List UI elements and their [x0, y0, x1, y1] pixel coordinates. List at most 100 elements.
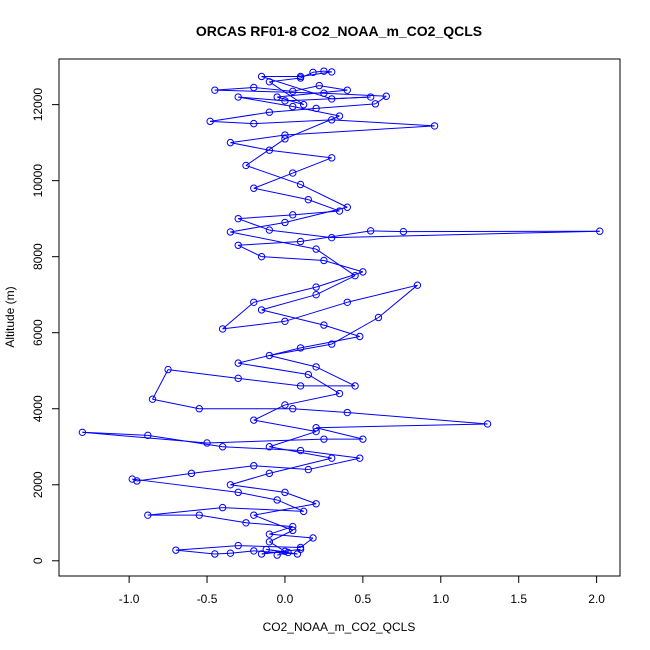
series-line-segment [347, 284, 418, 303]
y-tick-label: 8000 [31, 243, 45, 270]
data-point [234, 214, 242, 223]
series-line-segment [253, 172, 293, 189]
data-point [289, 211, 297, 219]
y-tick-label: 10000 [31, 164, 45, 198]
data-point [144, 511, 152, 519]
data-point [289, 526, 297, 535]
series-line-segment [152, 369, 169, 400]
series-line-segment [210, 120, 254, 125]
series-line-segment [253, 514, 293, 531]
series-line-segment [238, 347, 301, 364]
series-line-segment [315, 275, 356, 296]
x-tick-label: -0.5 [197, 592, 218, 606]
series-line-segment [222, 507, 304, 512]
series-line-segment [230, 484, 286, 493]
series-line-segment [238, 377, 301, 387]
data-point [265, 78, 274, 86]
series-line-segment [230, 221, 286, 233]
series-line-segment [300, 183, 348, 208]
data-point [172, 546, 180, 554]
series-line-segment [253, 419, 317, 433]
data-point [366, 93, 375, 101]
series-line-segment [261, 76, 332, 100]
series-line-segment [214, 89, 324, 94]
data-point [281, 135, 289, 143]
series-line-segment [253, 465, 309, 471]
data-point [250, 83, 258, 92]
series-line-segment [292, 85, 320, 92]
data-point [234, 241, 242, 249]
series-line-segment [375, 95, 387, 105]
series-line-segment [253, 286, 317, 303]
data-point [328, 95, 336, 103]
series-line-segment [175, 549, 215, 555]
y-axis-label: Altitude (m) [3, 286, 17, 347]
data-point [281, 131, 289, 139]
series-line-segment [370, 230, 404, 233]
series-line-segment [237, 244, 262, 258]
x-axis-label: CO2_NOAA_m_CO2_QCLS [263, 620, 416, 634]
data-point [218, 443, 227, 451]
data-point [312, 290, 320, 299]
series-line-segment [132, 478, 239, 493]
series-line-segment [331, 119, 435, 127]
data-point [289, 87, 297, 96]
data-point [234, 93, 242, 101]
data-point [250, 547, 258, 555]
data-point [226, 481, 235, 489]
data-point [203, 439, 211, 447]
series-line-segment [261, 309, 325, 326]
x-tick-label: 1.0 [432, 592, 449, 606]
data-point [273, 93, 281, 101]
data-point [281, 317, 289, 326]
series-line-segment [222, 320, 286, 330]
series-line-segment [253, 503, 317, 516]
data-point [265, 351, 274, 360]
data-point [296, 180, 305, 189]
series-line-segment [238, 96, 293, 108]
data-point [596, 227, 604, 235]
data-point [296, 545, 305, 554]
data-point [296, 237, 305, 246]
data-point [343, 86, 351, 94]
data-point [234, 488, 242, 497]
data-point [335, 207, 344, 215]
data-point [312, 427, 320, 436]
series-line-segment [230, 142, 270, 151]
data-point [413, 281, 422, 289]
data-point [309, 534, 317, 542]
series-line-segment [136, 472, 192, 482]
data-point [320, 435, 328, 443]
data-point [234, 359, 242, 367]
data-point [309, 68, 317, 77]
data-point [250, 184, 258, 192]
data-point [299, 100, 308, 109]
data-point [304, 465, 313, 474]
series-line-segment [214, 552, 231, 555]
data-point [265, 146, 274, 154]
data-point [399, 227, 408, 236]
series-line-segment [284, 393, 340, 406]
data-point [366, 227, 375, 235]
series-line-segment [316, 423, 488, 429]
y-tick-label: 2000 [31, 471, 45, 498]
series-line-segment [331, 230, 600, 239]
data-point [250, 511, 258, 519]
series-line-segment [284, 491, 317, 505]
data-point [281, 401, 289, 409]
series-line-segment [230, 550, 254, 554]
data-point [218, 325, 227, 333]
data-point [351, 382, 359, 390]
data-point [430, 122, 439, 130]
series-line-segment [132, 478, 138, 482]
data-point [356, 332, 364, 341]
x-tick-label: -1.0 [119, 592, 140, 606]
x-ticks: -1.0 -0.5 0.0 0.5 1.0 1.5 2.0 [119, 576, 605, 606]
data-point [187, 469, 196, 478]
series-line-segment [378, 284, 418, 318]
series-line-segment [284, 96, 371, 102]
data-point [328, 68, 336, 76]
series-line-segment [308, 374, 340, 394]
series-line-segment [269, 526, 293, 535]
data-point [304, 370, 313, 379]
